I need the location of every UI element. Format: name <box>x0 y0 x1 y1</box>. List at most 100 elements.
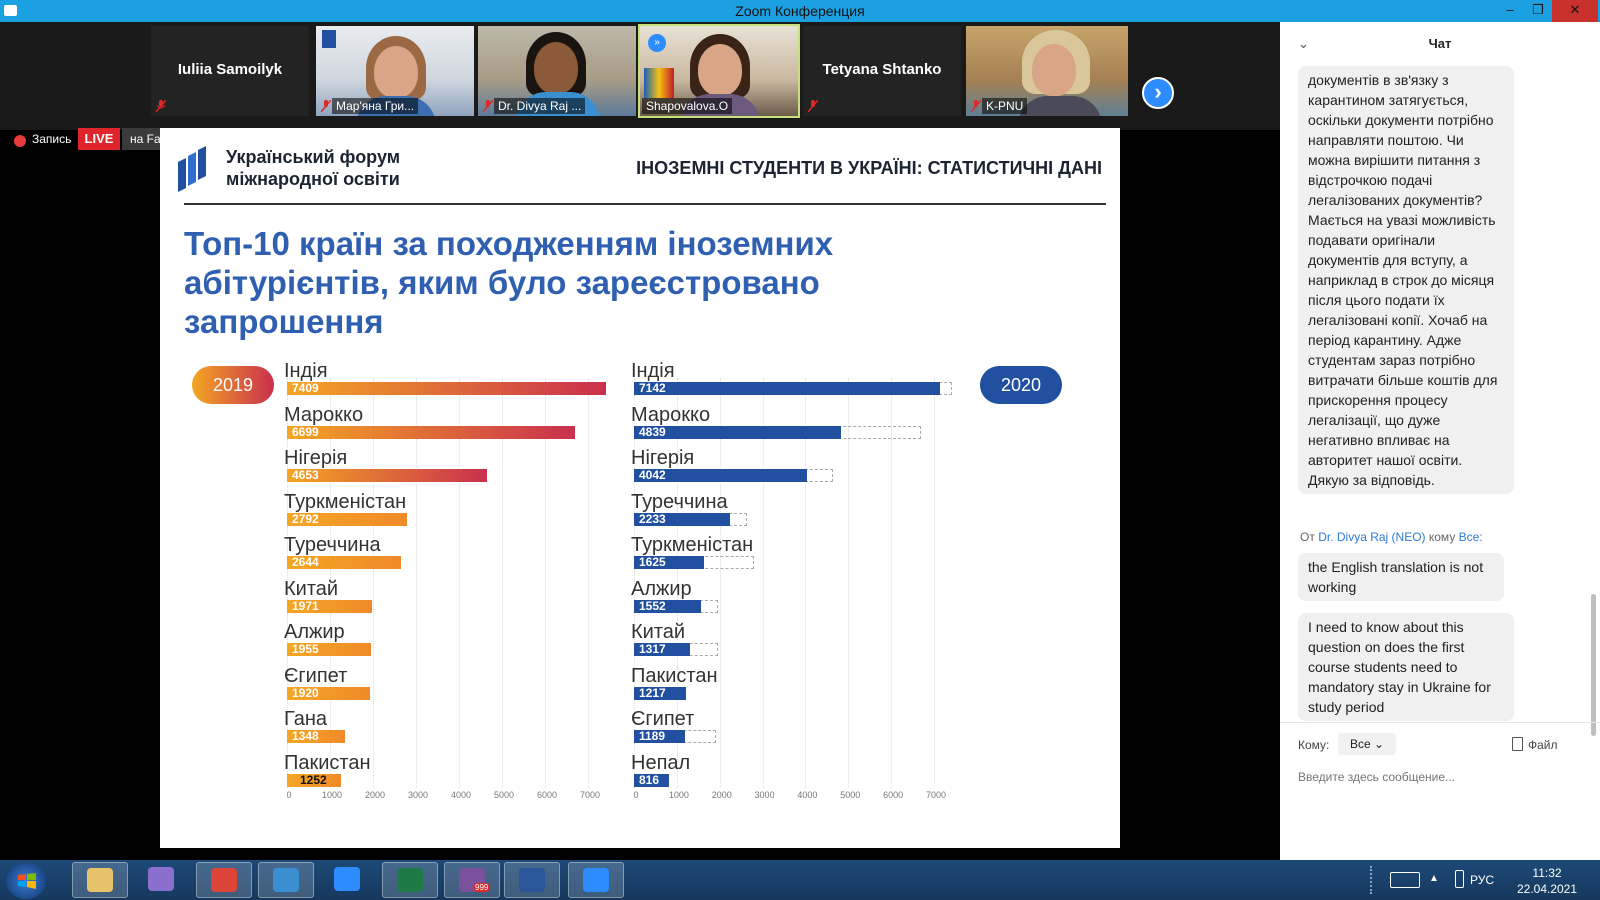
recording-label[interactable]: Запись <box>32 132 72 146</box>
sender-name[interactable]: Dr. Divya Raj (NEO) <box>1318 530 1426 544</box>
live-badge[interactable]: LIVE <box>78 128 120 150</box>
participant-name: Dr. Divya Raj ... <box>494 98 586 114</box>
bar <box>287 686 370 700</box>
bar <box>287 425 576 439</box>
recipient-select[interactable]: Все ⌄ <box>1338 733 1396 755</box>
viber-icon[interactable]: 999 <box>444 862 500 898</box>
chat-sender-line: От Dr. Divya Raj (NEO) кому Все: <box>1300 530 1483 544</box>
video-app-icon[interactable] <box>134 862 190 898</box>
record-dot-icon <box>14 135 26 147</box>
tray-expand-icon[interactable]: ▲ <box>1429 873 1439 884</box>
restore-button[interactable]: ❐ <box>1532 2 1544 17</box>
participant-tile[interactable]: Iuliia Samoilyk <box>151 26 309 116</box>
gridline <box>805 378 807 788</box>
video-app-icon-glyph <box>148 867 174 891</box>
bar-value-label: 6699 <box>292 424 319 439</box>
chat-scrollbar-thumb[interactable] <box>1591 594 1596 736</box>
axis-tick-label: 2000 <box>711 790 732 800</box>
chevron-down-icon[interactable]: ⌄ <box>1298 36 1309 51</box>
from-prefix: От <box>1300 530 1315 544</box>
axis-tick-label: 5000 <box>840 790 861 800</box>
language-indicator[interactable]: РУС <box>1470 873 1495 887</box>
divider <box>184 203 1106 205</box>
chat-message: the English translation is not working <box>1298 553 1504 601</box>
axis-tick-label: 1000 <box>321 790 343 800</box>
axis-tick-label: 5000 <box>493 790 515 800</box>
bar-value-label: 1217 <box>639 685 666 700</box>
country-label: Туреччина <box>284 534 381 556</box>
gridline <box>934 378 935 788</box>
remote-desktop-icon[interactable] <box>258 862 314 898</box>
country-label: Туркменістан <box>631 534 754 556</box>
slide-title: Топ-10 країн за походженням іноземних аб… <box>184 225 834 340</box>
window-title-bar: Zoom Конференция – ❐ ✕ <box>0 0 1600 22</box>
word-icon-glyph <box>519 868 545 892</box>
axis-tick-label: 6000 <box>536 790 558 800</box>
internet-explorer-icon[interactable] <box>320 862 376 898</box>
country-label: Непал <box>631 751 691 774</box>
participant-tile[interactable]: K-PNU <box>966 26 1128 116</box>
participant-tile[interactable]: Dr. Divya Raj ... <box>478 26 636 116</box>
bar-value-label: 4042 <box>639 468 666 482</box>
slide-header: ІНОЗЕМНІ СТУДЕНТИ В УКРАЇНІ: СТАТИСТИЧНІ… <box>636 158 1102 178</box>
file-icon[interactable] <box>1512 737 1523 751</box>
country-label: Індія <box>284 360 328 382</box>
country-label: Алжир <box>284 621 345 643</box>
bar-value-label: 2792 <box>292 511 319 526</box>
country-label: Індія <box>631 360 675 382</box>
gridline <box>459 378 460 788</box>
chat-scrollbar[interactable] <box>1590 46 1596 758</box>
bar-value-label: 1625 <box>639 555 666 569</box>
bar <box>634 599 701 613</box>
chat-panel: ⌄ Чат документів в зв'язку з карантином … <box>1280 22 1600 860</box>
taskbar <box>0 860 1600 900</box>
axis-tick-label: 6000 <box>883 790 904 800</box>
participant-tile[interactable]: Мар'яна Гри... <box>316 26 474 116</box>
keyboard-icon[interactable] <box>1390 872 1420 888</box>
country-label: Марокко <box>631 403 711 426</box>
gridline <box>330 378 331 788</box>
country-label: Пакистан <box>284 751 371 774</box>
clock-time[interactable]: 11:32 <box>1532 866 1562 880</box>
remote-desktop-icon-glyph <box>273 868 299 892</box>
tray-grip <box>1370 866 1372 894</box>
gridline <box>545 378 546 788</box>
bar-value-label: 1189 <box>639 729 666 743</box>
country-label: Єгипет <box>631 708 695 730</box>
axis-tick-label: 1000 <box>668 790 689 800</box>
clock-date[interactable]: 22.04.2021 <box>1516 882 1578 896</box>
window-title: Zoom Конференция <box>735 3 865 19</box>
participant-tile-active-speaker[interactable]: » Shapovalova.O <box>638 24 800 118</box>
file-explorer-icon[interactable] <box>72 862 128 898</box>
gridline <box>676 378 678 788</box>
bar <box>287 469 488 482</box>
country-label: Алжир <box>631 577 692 600</box>
bar-value-label: 1971 <box>292 598 319 613</box>
recipient-name[interactable]: Все: <box>1458 530 1483 544</box>
bar-value-label: 1317 <box>639 642 666 656</box>
gridline <box>416 378 417 788</box>
country-label: Єгипет <box>284 664 348 687</box>
country-label: Китай <box>631 621 686 643</box>
bar <box>634 556 704 569</box>
year-2020-pill: 2020 <box>980 366 1062 404</box>
minimize-button[interactable]: – <box>1506 2 1514 17</box>
bar-value-label: 7142 <box>639 381 666 395</box>
bar <box>287 599 372 613</box>
year-2019-pill: 2019 <box>192 366 274 404</box>
zoom-icon[interactable] <box>568 862 624 898</box>
chat-header: ⌄ Чат <box>1280 22 1600 66</box>
word-icon[interactable] <box>504 862 560 898</box>
battery-icon[interactable] <box>1455 870 1464 888</box>
chat-message-input[interactable] <box>1298 766 1578 788</box>
participant-tile[interactable]: Tetyana Shtanko <box>803 26 961 116</box>
excel-icon[interactable] <box>382 862 438 898</box>
participant-name: Iuliia Samoilyk <box>177 61 283 78</box>
chrome-icon[interactable] <box>196 862 252 898</box>
file-button[interactable]: Файл <box>1528 738 1558 752</box>
close-button[interactable]: ✕ <box>1552 0 1598 22</box>
mic-muted-icon <box>971 100 981 112</box>
chrome-icon-glyph <box>211 868 237 892</box>
next-participants-button[interactable]: › <box>1142 77 1174 109</box>
country-label: Туреччина <box>631 490 728 513</box>
